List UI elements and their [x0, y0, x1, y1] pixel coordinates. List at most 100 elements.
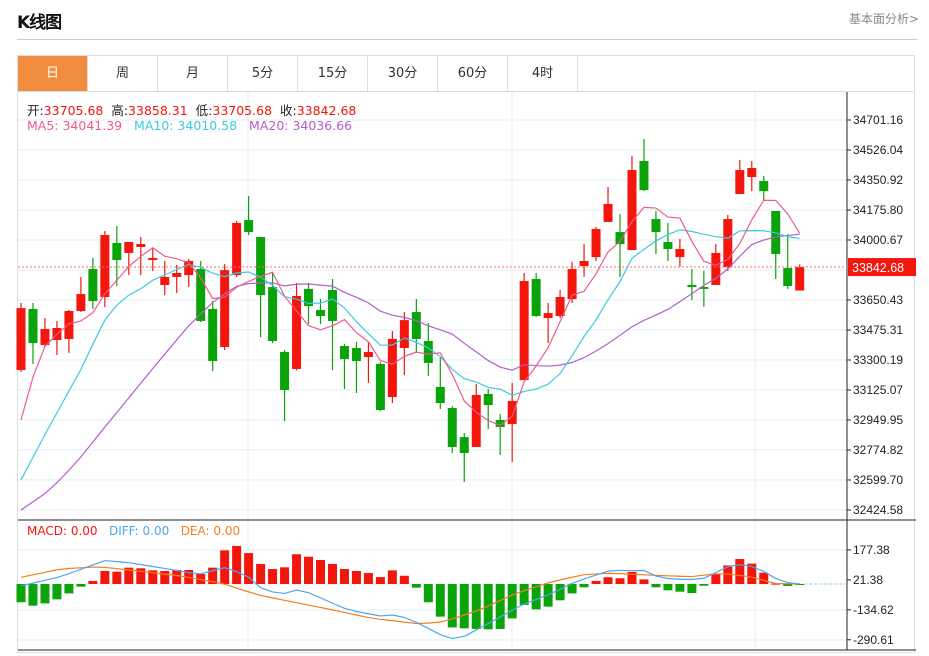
candle-up [292, 295, 302, 369]
candle-up [64, 311, 74, 339]
macd-bar-negative [64, 584, 74, 594]
candle-up [711, 252, 721, 285]
dea-line [20, 566, 800, 625]
candle-down [280, 351, 290, 390]
candle-down [351, 348, 361, 362]
candle-down [339, 345, 349, 359]
candle-down [256, 237, 266, 296]
candle-down [615, 232, 625, 245]
candle-down [435, 386, 445, 404]
open-value: 33705.68 [43, 103, 104, 118]
macd-bar-positive [292, 554, 302, 584]
tab-4hour[interactable]: 4时 [508, 56, 578, 91]
macd-bar-negative [663, 584, 673, 591]
candle-down [316, 309, 325, 316]
fundamental-analysis-link[interactable]: 基本面分析> [848, 12, 919, 26]
tab-5min[interactable]: 5分 [228, 56, 298, 91]
macd-bar-negative [555, 584, 565, 601]
macd-bar-positive [268, 569, 278, 584]
macd-bar-positive [375, 577, 385, 584]
macd-bar-negative [783, 584, 793, 586]
macd-y-tick-label: 177.38 [853, 543, 890, 557]
candle-up [747, 167, 757, 178]
macd-bar-negative [495, 584, 505, 629]
macd-bar-negative [423, 584, 433, 603]
candle-up [543, 313, 553, 319]
candle-down [88, 269, 98, 302]
tab-day[interactable]: 日 [18, 56, 88, 91]
candle-up [124, 241, 134, 253]
tab-60min[interactable]: 60分 [438, 56, 508, 91]
macd-bar-positive [208, 567, 218, 584]
macd-bar-positive [280, 567, 290, 584]
candle-up [220, 270, 230, 347]
macd-bar-negative [699, 584, 709, 586]
candle-down [208, 308, 218, 362]
candle-down [663, 241, 673, 250]
candle-down [304, 288, 314, 307]
macd-bar-positive [615, 578, 625, 584]
open-label: 开: [27, 103, 44, 118]
ma5-line [20, 199, 801, 427]
candle-up [603, 203, 613, 222]
candle-down [411, 312, 421, 339]
macd-bar-positive [316, 560, 325, 584]
macd-bar-negative [16, 584, 26, 603]
ma-legend: MA5: 34041.39 MA10: 34010.58 MA20: 34036… [27, 118, 352, 133]
candle-down [268, 287, 278, 342]
candle-up [567, 269, 577, 300]
candle-down [327, 289, 337, 321]
y-tick-label: 34175.80 [853, 203, 903, 217]
macd-bar-negative [411, 584, 421, 588]
macd-bar-negative [531, 584, 541, 610]
candle-up [519, 281, 529, 381]
close-value: 33842.68 [296, 103, 357, 118]
y-tick-label: 34000.67 [853, 233, 903, 247]
macd-legend-value: MACD: 0.00 [27, 524, 98, 538]
tab-month[interactable]: 月 [158, 56, 228, 91]
period-tabs: 日 周 月 5分 15分 30分 60分 4时 [18, 56, 915, 92]
y-tick-label: 32599.70 [853, 473, 903, 487]
page-title: K线图 [17, 13, 62, 33]
macd-bar-positive [603, 577, 613, 584]
candle-down [196, 269, 206, 321]
candle-up [795, 267, 805, 291]
candle-down [639, 160, 649, 191]
macd-legend: MACD: 0.00 DIFF: 0.00 DEA: 0.00 [27, 524, 240, 538]
header-divider [17, 39, 917, 40]
macd-bar-negative [507, 584, 517, 619]
candle-up [232, 222, 242, 276]
macd-bar-negative [40, 584, 50, 604]
tab-15min[interactable]: 15分 [298, 56, 368, 91]
candle-up [184, 261, 194, 276]
candle-up [16, 308, 26, 370]
candle-down [651, 219, 661, 233]
tab-30min[interactable]: 30分 [368, 56, 438, 91]
macd-bar-positive [351, 570, 361, 584]
macd-bar-positive [304, 556, 314, 584]
macd-bar-positive [759, 572, 769, 584]
current-price-tag [848, 258, 916, 277]
tab-week[interactable]: 周 [88, 56, 158, 91]
candle-up [100, 234, 110, 297]
candle-down [783, 268, 793, 287]
macd-y-tick-label: 21.38 [853, 573, 883, 587]
macd-bar-positive [399, 575, 409, 584]
candle-down [687, 284, 697, 288]
candle-up [136, 244, 146, 247]
candle-down [483, 393, 493, 406]
macd-bar-positive [735, 559, 745, 584]
ma5-legend: MA5: 34041.39 [27, 118, 123, 133]
candle-up [387, 338, 397, 398]
candle-up [675, 249, 685, 258]
low-value: 33705.68 [212, 103, 273, 118]
macd-bar-negative [435, 584, 445, 617]
y-tick-label: 34526.04 [853, 143, 903, 157]
high-label: 高: [111, 103, 129, 118]
macd-bar-positive [363, 573, 373, 584]
candle-down [447, 407, 457, 448]
macd-bar-positive [100, 570, 110, 584]
candle-up [363, 351, 373, 358]
candle-up [40, 329, 50, 345]
